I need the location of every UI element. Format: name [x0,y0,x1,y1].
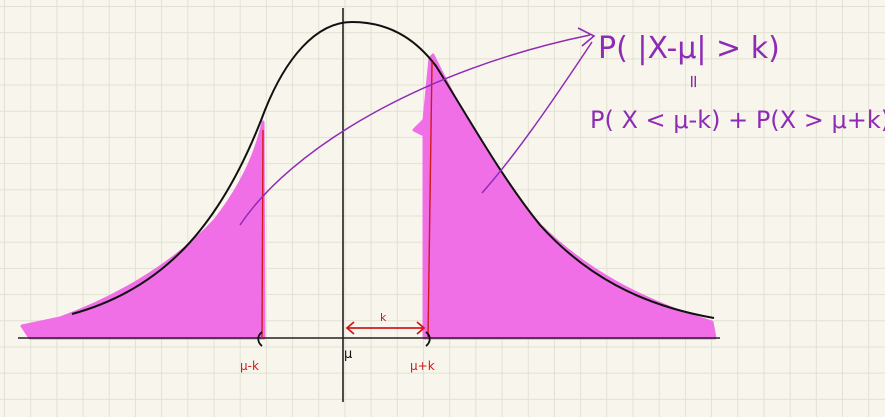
label-mu-plus-k: μ+k [410,359,435,373]
formula-equals: = [683,74,704,89]
normal-curve [71,20,715,319]
right-bound-tick [425,331,431,347]
formula-top: P( |X-μ| > k) [598,31,780,66]
left-tail-shading [20,120,266,340]
label-k: k [380,311,387,324]
arrowhead-icon [577,27,596,47]
formula-bottom: P( X < μ-k) + P(X > μ+k). [590,106,885,134]
label-mu-minus-k: μ-k [240,359,259,373]
left-bound-line [261,129,264,339]
k-distance-arrow [345,321,426,335]
right-bound-line [427,61,433,339]
left-bound-tick [257,331,263,347]
left-tail-pointer-arrow [239,34,591,226]
label-mu: μ [344,347,352,362]
right-tail-pointer-arrow [481,41,593,194]
right-tail-shading [412,53,717,340]
